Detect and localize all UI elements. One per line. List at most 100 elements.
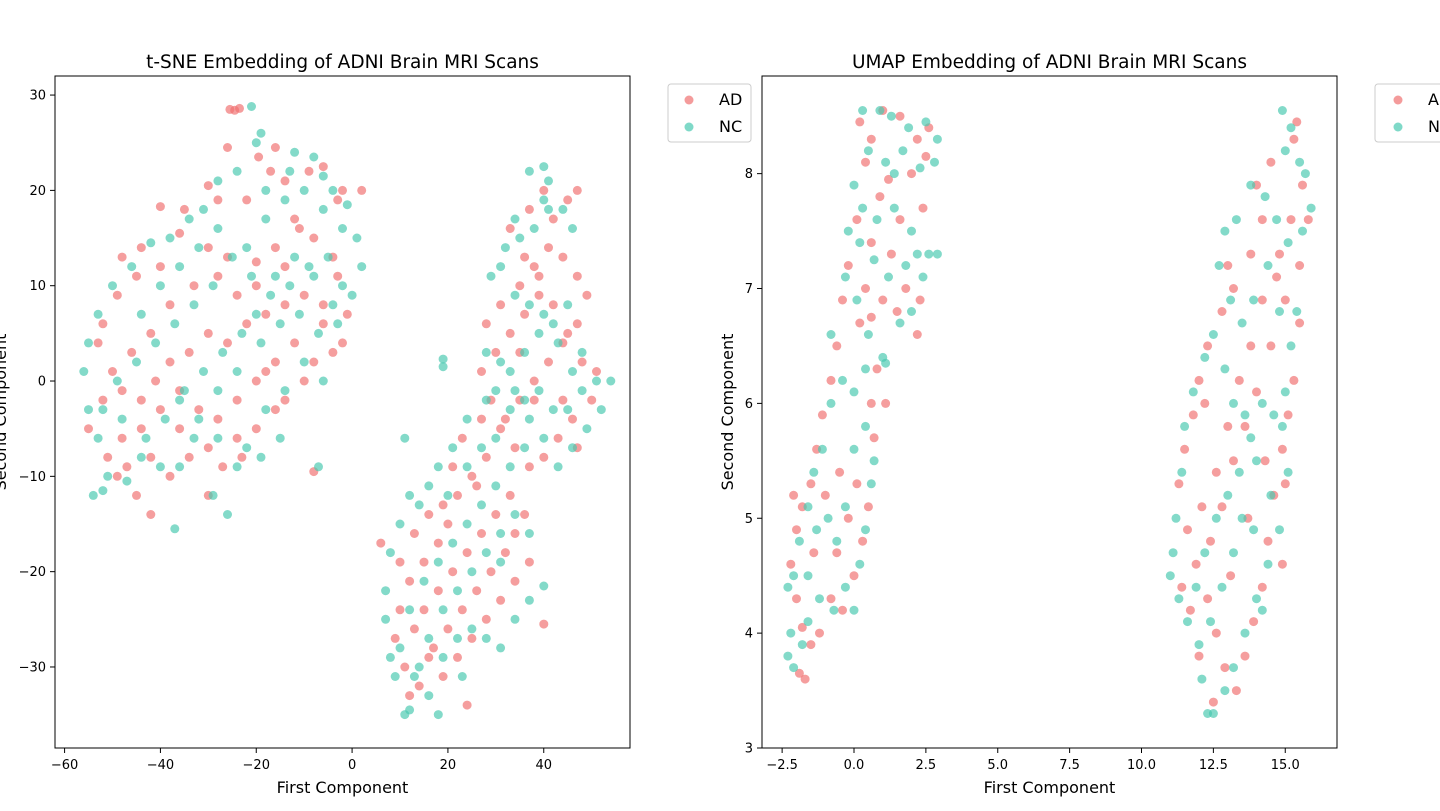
tsne-point-ad xyxy=(357,185,367,195)
tsne-point-nc xyxy=(395,519,405,529)
umap-point-nc xyxy=(1226,295,1236,305)
tsne-point-nc xyxy=(539,581,549,591)
umap-point-ad xyxy=(838,605,847,615)
tsne-point-ad xyxy=(577,357,587,367)
tsne-point-ad xyxy=(529,376,539,386)
tsne-point-nc xyxy=(385,652,395,662)
tsne-ylabel: Second Component xyxy=(0,334,10,491)
umap-point-nc xyxy=(1266,490,1276,500)
tsne-point-ad xyxy=(242,195,252,205)
tsne-point-nc xyxy=(318,204,328,214)
tsne-point-ad xyxy=(486,567,496,577)
umap-point-nc xyxy=(849,387,859,397)
umap-point-ad xyxy=(826,375,836,385)
tsne-point-nc xyxy=(170,319,180,329)
tsne-point-ad xyxy=(112,290,122,300)
tsne-point-nc xyxy=(496,262,506,272)
umap-y-tick-label: 7 xyxy=(745,282,753,297)
umap-point-nc xyxy=(1200,352,1210,362)
umap-point-ad xyxy=(1231,686,1241,696)
tsne-point-nc xyxy=(390,672,400,681)
umap-point-nc xyxy=(840,582,850,592)
tsne-point-nc xyxy=(242,443,252,453)
tsne-point-ad xyxy=(405,576,415,586)
tsne-point-nc xyxy=(553,462,563,472)
tsne-point-ad xyxy=(539,185,549,195)
umap-point-ad xyxy=(849,571,859,581)
tsne-point-nc xyxy=(342,200,352,210)
umap-point-nc xyxy=(1257,605,1267,615)
tsne-point-nc xyxy=(438,354,448,364)
umap-point-nc xyxy=(1237,513,1247,523)
tsne-point-ad xyxy=(510,529,520,538)
tsne-point-nc xyxy=(491,433,501,443)
tsne-point-nc xyxy=(79,367,89,376)
tsne-point-nc xyxy=(553,338,563,348)
umap-point-ad xyxy=(1203,341,1213,351)
tsne-point-nc xyxy=(510,614,520,624)
tsne-point-nc xyxy=(414,662,424,672)
umap-point-ad xyxy=(1257,295,1267,305)
tsne-point-nc xyxy=(285,281,295,291)
tsne-point-nc xyxy=(438,362,448,372)
tsne-point-nc xyxy=(520,347,530,357)
tsne-point-ad xyxy=(338,185,347,195)
tsne-point-nc xyxy=(338,281,347,291)
tsne-point-ad xyxy=(453,652,462,662)
tsne-point-ad xyxy=(524,557,534,567)
tsne-point-ad xyxy=(548,300,558,310)
tsne-point-ad xyxy=(448,462,458,472)
umap-point-ad xyxy=(1185,605,1195,615)
umap-point-ad xyxy=(1266,157,1276,167)
umap-point-ad xyxy=(912,134,922,144)
umap-point-nc xyxy=(815,594,824,604)
umap-point-ad xyxy=(918,203,928,213)
umap-point-nc xyxy=(1283,238,1293,248)
umap-point-ad xyxy=(912,330,922,339)
umap-point-ad xyxy=(852,479,862,489)
umap-point-ad xyxy=(1229,456,1238,466)
tsne-point-ad xyxy=(520,309,530,319)
umap-point-ad xyxy=(875,192,885,202)
umap-point-ad xyxy=(1206,536,1215,546)
tsne-point-ad xyxy=(237,452,247,462)
umap-point-nc xyxy=(1206,617,1215,627)
tsne-y-tick-label: −20 xyxy=(19,565,46,580)
umap-point-ad xyxy=(820,490,830,500)
umap-point-ad xyxy=(861,157,870,167)
umap-point-nc xyxy=(829,605,839,615)
umap-point-ad xyxy=(792,525,801,535)
tsne-point-ad xyxy=(563,195,573,205)
tsne-point-ad xyxy=(491,347,501,357)
tsne-point-ad xyxy=(534,290,544,300)
tsne-point-ad xyxy=(539,452,549,462)
tsne-point-ad xyxy=(136,395,146,405)
tsne-point-nc xyxy=(247,102,256,111)
tsne-ticks: −60 −40 −20 0 20 40 −30 −20 −10 0 10 20 30 xyxy=(19,89,552,773)
umap-point-nc xyxy=(1168,548,1178,558)
umap-point-ad xyxy=(1246,341,1256,351)
tsne-point-nc xyxy=(524,166,534,176)
umap-point-nc xyxy=(1220,226,1230,236)
tsne-point-ad xyxy=(232,395,242,405)
umap-point-ad xyxy=(861,284,870,293)
tsne-point-ad xyxy=(544,357,553,367)
tsne-point-nc xyxy=(424,691,434,701)
umap-point-nc xyxy=(915,163,925,173)
tsne-point-nc xyxy=(524,529,534,538)
tsne-point-ad xyxy=(553,433,563,443)
umap-legend-box xyxy=(1374,83,1440,143)
tsne-point-nc xyxy=(467,567,477,577)
umap-point-ad xyxy=(1292,117,1302,127)
tsne-point-ad xyxy=(477,367,486,376)
tsne-point-nc xyxy=(453,633,462,643)
umap-point-ad xyxy=(1211,467,1221,477)
umap-point-nc xyxy=(1191,582,1201,592)
tsne-point-nc xyxy=(155,462,165,472)
tsne-point-nc xyxy=(261,405,271,415)
tsne-point-nc xyxy=(213,386,223,396)
tsne-point-ad xyxy=(155,202,165,212)
tsne-point-nc xyxy=(539,433,549,443)
tsne-point-ad xyxy=(568,414,577,424)
tsne-point-nc xyxy=(563,300,573,310)
